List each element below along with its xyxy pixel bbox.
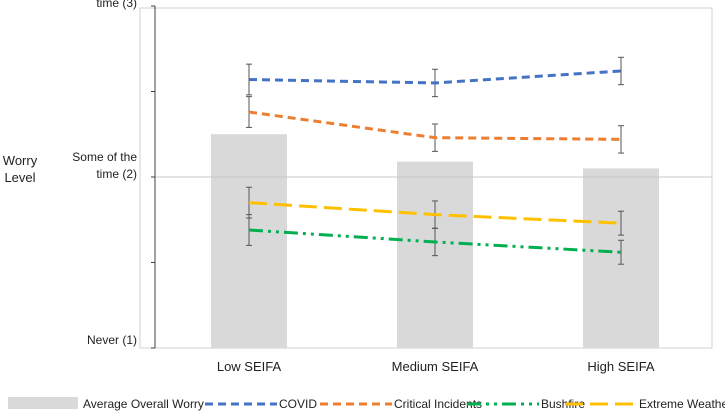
x-tick-label: Low SEIFA [217, 359, 282, 374]
legend-label: Extreme Weather [639, 397, 725, 411]
legend-swatch-average-worry [8, 397, 78, 409]
legend-label: Bushfire [541, 397, 585, 411]
series-line-bushfire [248, 228, 622, 254]
y-tick-label: Never (1) [87, 333, 137, 347]
y-tick-label: Some of the time (2) [72, 150, 137, 181]
y-axis-title: Worry Level [3, 153, 38, 185]
x-tick-label: High SEIFA [587, 359, 655, 374]
legend-label: Average Overall Worry [83, 397, 204, 411]
legend-label: Critical Incidents [394, 397, 482, 411]
series-line-critical-incidents [248, 110, 622, 141]
legend-label: COVID [279, 397, 317, 411]
series-line-extreme-weather [248, 201, 622, 225]
series-line-covid [248, 69, 622, 85]
x-tick-label: Medium SEIFA [392, 359, 479, 374]
